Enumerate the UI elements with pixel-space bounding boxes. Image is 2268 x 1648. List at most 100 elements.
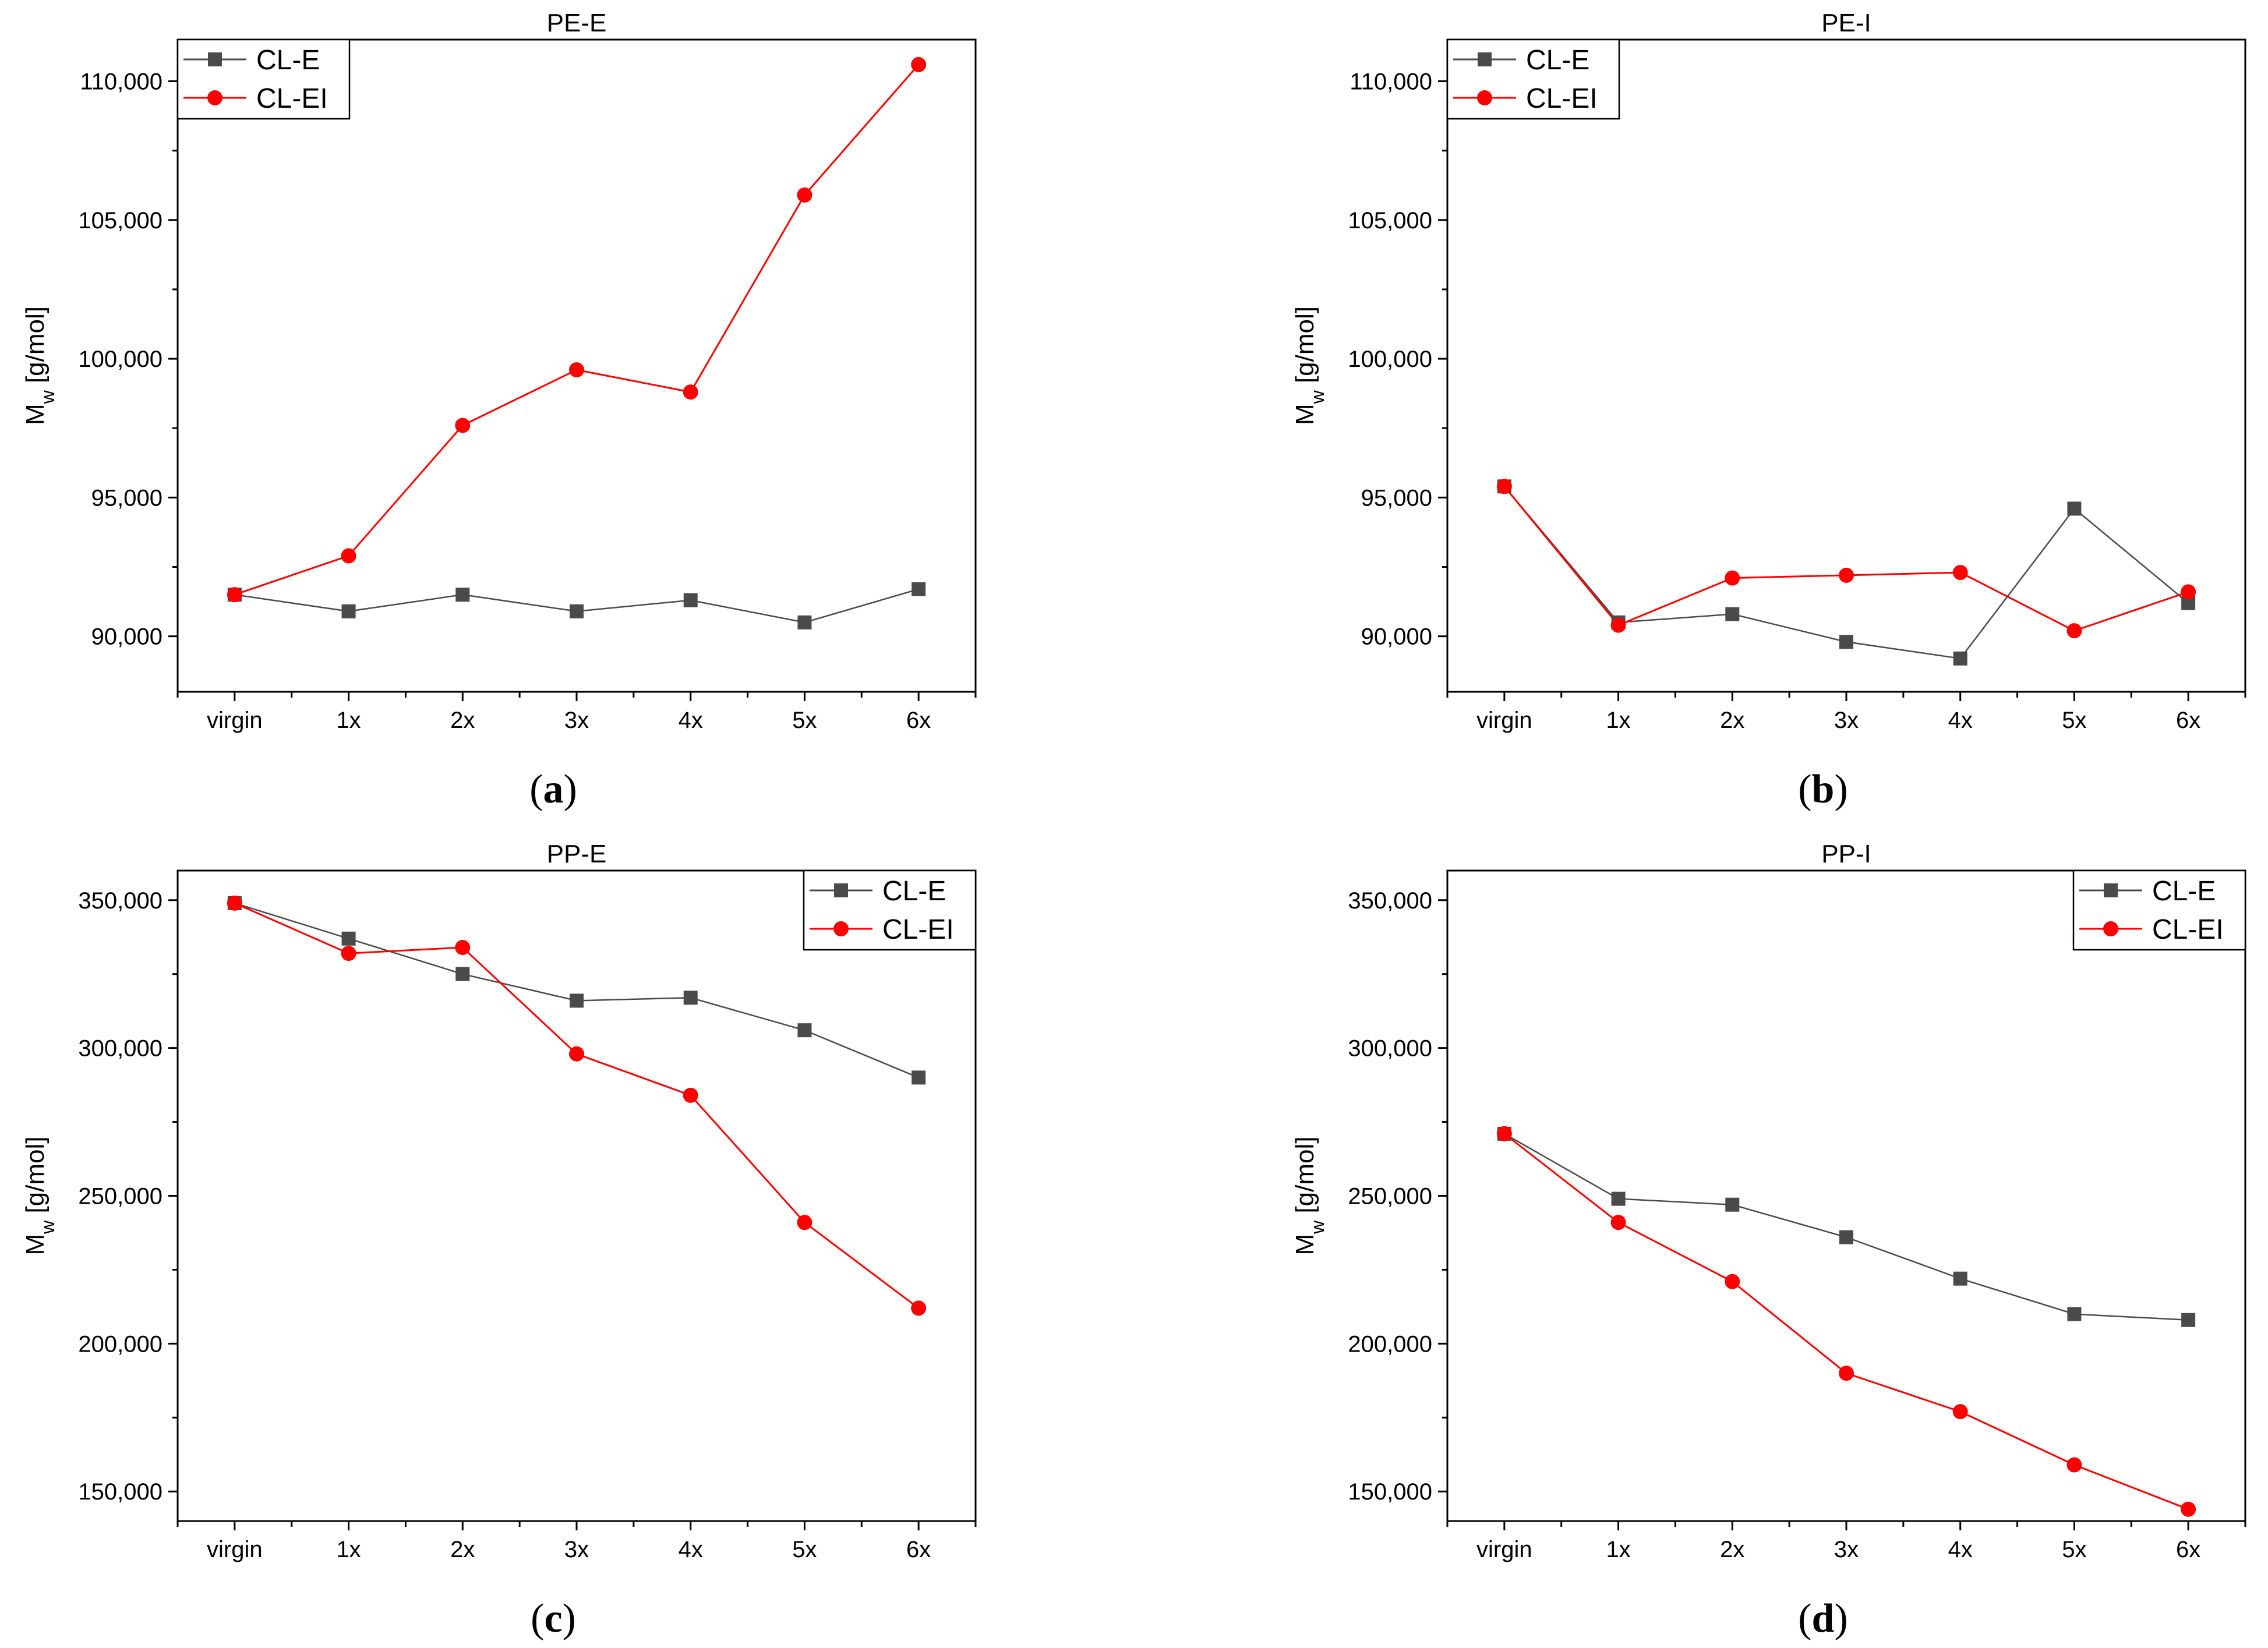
data-point-cl-ei bbox=[1952, 1404, 1968, 1420]
x-tick-label: 5x bbox=[792, 1537, 817, 1562]
legend-marker bbox=[1477, 90, 1492, 105]
y-axis-label: Mw [g/mol] bbox=[1291, 306, 1328, 425]
data-point-cl-ei bbox=[227, 895, 242, 911]
x-tick-label: 2x bbox=[450, 708, 475, 733]
data-point-cl-e bbox=[683, 991, 698, 1005]
data-point-cl-e bbox=[2067, 501, 2082, 516]
data-point-cl-ei bbox=[2181, 1501, 2196, 1517]
chart-title: PE-E bbox=[547, 9, 607, 37]
y-tick-label: 95,000 bbox=[1361, 485, 1432, 511]
legend-box bbox=[803, 869, 977, 951]
chart-title: PP-E bbox=[547, 840, 607, 868]
chart-title: PE-I bbox=[1821, 9, 1871, 37]
data-point-cl-ei bbox=[2181, 584, 2196, 600]
series-line-cl-e bbox=[1504, 1133, 2189, 1321]
x-tick-label: 3x bbox=[564, 1537, 589, 1562]
legend-marker bbox=[208, 52, 222, 66]
data-point-cl-ei bbox=[1496, 479, 1512, 494]
series-line-cl-ei bbox=[234, 63, 920, 596]
data-point-cl-ei bbox=[569, 1046, 584, 1062]
data-point-cl-e bbox=[2067, 1307, 2082, 1321]
y-tick-label: 150,000 bbox=[78, 1479, 162, 1505]
data-point-cl-e bbox=[455, 967, 470, 981]
x-tick-label: 6x bbox=[2176, 708, 2200, 733]
x-tick-label: virgin bbox=[207, 708, 263, 733]
data-point-cl-e bbox=[797, 1023, 812, 1038]
data-point-cl-e bbox=[1725, 1197, 1740, 1212]
x-tick-label: 3x bbox=[1834, 708, 1859, 733]
panel-caption: (d) bbox=[1798, 1596, 1848, 1641]
chart-title: PP-I bbox=[1821, 840, 1871, 868]
x-tick-label: 5x bbox=[2062, 1537, 2086, 1562]
legend-label: CL-EI bbox=[2152, 914, 2224, 945]
data-point-cl-ei bbox=[569, 362, 584, 378]
data-point-cl-e bbox=[341, 931, 356, 946]
y-tick-label: 300,000 bbox=[1348, 1036, 1432, 1062]
legend-marker bbox=[207, 90, 222, 105]
data-point-cl-ei bbox=[1839, 567, 1854, 583]
x-tick-label: 4x bbox=[679, 708, 703, 733]
x-tick-label: 3x bbox=[1834, 1537, 1859, 1562]
x-tick-label: 2x bbox=[1720, 1537, 1744, 1562]
chart-panel-b: PE-I 90,000 95,000 100,000 105,000 110,000 vir… bbox=[1291, 9, 2246, 812]
legend-label: CL-EI bbox=[882, 914, 954, 945]
data-point-cl-e bbox=[1725, 607, 1740, 621]
x-tick-label: 2x bbox=[1720, 708, 1744, 733]
x-tick-label: 5x bbox=[2062, 708, 2086, 733]
x-tick-label: 6x bbox=[906, 708, 931, 733]
y-tick-label: 150,000 bbox=[1348, 1479, 1432, 1505]
series-line-cl-ei bbox=[234, 902, 920, 1309]
y-tick-label: 90,000 bbox=[91, 624, 162, 650]
plot-frame bbox=[1446, 38, 2246, 693]
y-tick-label: 105,000 bbox=[1348, 208, 1432, 234]
chart-panel-d: PP-I 150,000 200,000 250,000 300,000 350,000 v… bbox=[1291, 840, 2246, 1641]
x-tick-label: 3x bbox=[564, 708, 589, 733]
data-point-cl-ei bbox=[1952, 565, 1968, 581]
data-point-cl-ei bbox=[455, 940, 471, 956]
data-point-cl-e bbox=[797, 615, 812, 630]
legend-marker bbox=[2104, 883, 2118, 897]
data-point-cl-e bbox=[1839, 1230, 1853, 1244]
legend-marker bbox=[2103, 921, 2118, 936]
legend-box bbox=[2072, 869, 2246, 951]
data-point-cl-ei bbox=[1610, 1215, 1626, 1230]
data-point-cl-e bbox=[1839, 635, 1853, 649]
legend: CL-E CL-EI bbox=[803, 869, 977, 951]
legend-label: CL-EI bbox=[1526, 83, 1598, 114]
x-tick-label: 1x bbox=[1606, 708, 1630, 733]
data-point-cl-ei bbox=[797, 1215, 812, 1230]
data-point-cl-ei bbox=[1725, 570, 1740, 586]
y-axis-label: Mw [g/mol] bbox=[21, 306, 58, 425]
x-tick-label: 4x bbox=[1948, 708, 1973, 733]
y-tick-label: 250,000 bbox=[78, 1184, 162, 1210]
legend: CL-E CL-EI bbox=[2072, 869, 2246, 951]
data-point-cl-ei bbox=[1610, 617, 1626, 633]
x-tick-label: 1x bbox=[336, 1537, 361, 1562]
x-tick-label: 2x bbox=[450, 1537, 475, 1562]
y-tick-label: 95,000 bbox=[91, 485, 162, 511]
legend-label: CL-E bbox=[256, 45, 320, 76]
y-tick-label: 90,000 bbox=[1361, 624, 1432, 650]
data-point-cl-ei bbox=[341, 946, 356, 961]
y-tick-label: 350,000 bbox=[78, 888, 162, 914]
data-point-cl-e bbox=[2181, 1313, 2196, 1327]
data-point-cl-ei bbox=[683, 1087, 698, 1103]
data-point-cl-ei bbox=[227, 587, 242, 603]
legend: CL-E CL-EI bbox=[1446, 38, 1620, 120]
legend-label: CL-EI bbox=[256, 83, 328, 114]
y-tick-label: 105,000 bbox=[78, 208, 162, 234]
plot-frame bbox=[1446, 869, 2246, 1522]
data-point-cl-ei bbox=[1496, 1126, 1512, 1141]
data-point-cl-ei bbox=[1725, 1274, 1740, 1289]
data-point-cl-e bbox=[570, 604, 584, 618]
data-point-cl-e bbox=[455, 588, 470, 602]
legend-marker bbox=[1478, 52, 1492, 66]
legend-label: CL-E bbox=[2152, 876, 2216, 907]
data-point-cl-e bbox=[912, 582, 926, 596]
data-point-cl-e bbox=[1611, 1191, 1626, 1206]
x-tick-label: 6x bbox=[2176, 1537, 2200, 1562]
y-tick-label: 200,000 bbox=[1348, 1331, 1432, 1357]
data-point-cl-e bbox=[341, 604, 356, 618]
y-tick-label: 110,000 bbox=[80, 69, 162, 94]
data-point-cl-ei bbox=[2066, 1457, 2082, 1473]
